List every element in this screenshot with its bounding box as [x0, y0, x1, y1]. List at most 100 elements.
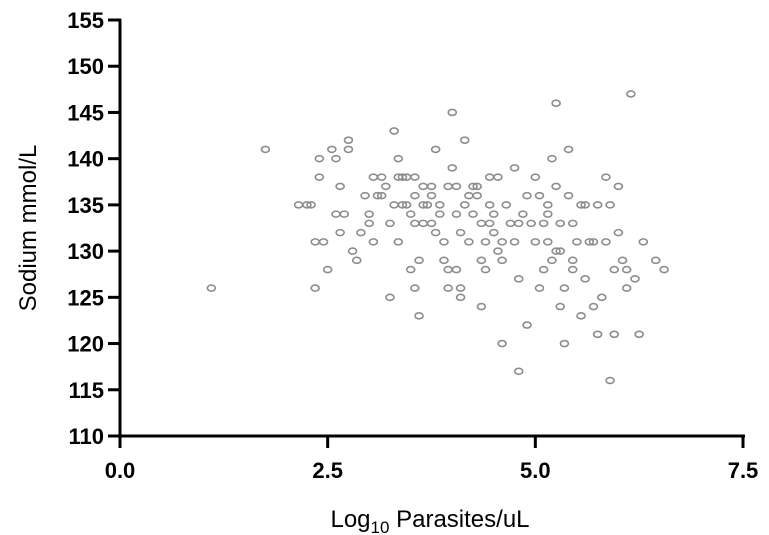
y-tick-label: 140	[67, 147, 104, 172]
data-point	[410, 284, 420, 292]
x-tick-label: 2.5	[312, 458, 343, 483]
data-point	[659, 265, 669, 274]
data-point	[538, 219, 549, 228]
data-point	[542, 201, 553, 209]
data-point	[493, 173, 503, 181]
data-point	[418, 219, 428, 228]
data-point	[347, 247, 358, 255]
data-point	[306, 201, 316, 209]
data-point	[538, 265, 549, 274]
data-point	[572, 238, 582, 246]
y-tick-label: 135	[67, 193, 104, 218]
data-point	[522, 191, 532, 200]
data-point	[443, 182, 453, 191]
y-axis-label: Sodium mmol/L	[15, 145, 42, 312]
data-point	[335, 182, 345, 191]
data-point	[385, 219, 395, 228]
data-point	[439, 256, 449, 265]
y-tick-label: 130	[67, 239, 104, 264]
data-point	[559, 339, 570, 348]
data-point	[455, 284, 466, 292]
data-point	[551, 99, 561, 107]
x-tick-label: 7.5	[728, 458, 759, 483]
data-point	[468, 210, 478, 218]
data-point	[513, 367, 524, 376]
data-point	[443, 284, 453, 292]
data-point	[464, 191, 474, 200]
data-point	[435, 210, 445, 218]
data-point	[260, 145, 271, 154]
data-point	[339, 210, 350, 218]
data-point	[488, 228, 499, 237]
data-point	[605, 201, 615, 209]
data-point	[393, 154, 404, 163]
data-point	[439, 238, 449, 246]
data-point	[530, 173, 541, 181]
data-point	[455, 293, 466, 302]
data-point	[476, 256, 487, 265]
data-point	[484, 201, 495, 209]
data-point	[634, 330, 644, 339]
data-point	[547, 154, 557, 163]
data-point	[410, 191, 420, 200]
data-point	[567, 219, 578, 228]
data-point	[497, 339, 507, 348]
y-tick-label: 145	[67, 100, 104, 125]
data-point	[372, 191, 383, 200]
data-point	[588, 302, 599, 311]
data-point	[493, 247, 503, 255]
data-point	[327, 145, 337, 154]
data-point	[488, 210, 499, 218]
data-point	[314, 173, 325, 181]
data-point	[650, 256, 661, 265]
data-point	[601, 238, 611, 246]
data-point	[480, 238, 491, 246]
data-point	[451, 210, 462, 218]
data-point	[613, 228, 624, 237]
y-tick-label: 115	[69, 378, 105, 403]
data-point	[563, 145, 574, 154]
data-point	[376, 173, 387, 181]
x-tick-label: 5.0	[520, 458, 551, 483]
data-point	[617, 256, 628, 265]
data-point	[389, 127, 399, 135]
data-point	[613, 182, 624, 191]
data-point	[480, 265, 491, 274]
data-point	[426, 191, 437, 200]
data-point	[563, 191, 574, 200]
y-tick-label: 125	[67, 285, 104, 310]
data-point	[331, 210, 341, 218]
data-point	[513, 219, 524, 228]
data-point	[501, 201, 512, 209]
data-point	[555, 247, 566, 255]
data-point	[555, 302, 566, 311]
y-tick-label: 150	[67, 54, 104, 79]
data-point	[343, 136, 354, 144]
data-points	[206, 90, 669, 385]
data-point	[426, 182, 437, 191]
data-point	[343, 145, 354, 154]
data-point	[484, 173, 495, 181]
data-point	[542, 210, 553, 218]
data-point	[534, 191, 545, 200]
data-point	[430, 228, 441, 237]
data-point	[509, 238, 520, 246]
data-point	[609, 330, 620, 339]
data-point	[426, 219, 437, 228]
x-tick-label: 0.0	[105, 458, 136, 483]
data-point	[621, 265, 632, 274]
data-point	[356, 228, 366, 237]
data-point	[401, 201, 412, 209]
data-point	[551, 247, 561, 255]
data-point	[405, 210, 416, 218]
data-point	[335, 228, 345, 237]
data-point	[331, 154, 341, 163]
data-point	[447, 164, 458, 172]
data-point	[381, 182, 391, 191]
data-point	[293, 201, 304, 209]
data-point	[547, 256, 557, 265]
data-point	[418, 201, 428, 209]
data-point	[580, 201, 590, 209]
data-point	[555, 219, 566, 228]
data-point	[559, 284, 570, 292]
